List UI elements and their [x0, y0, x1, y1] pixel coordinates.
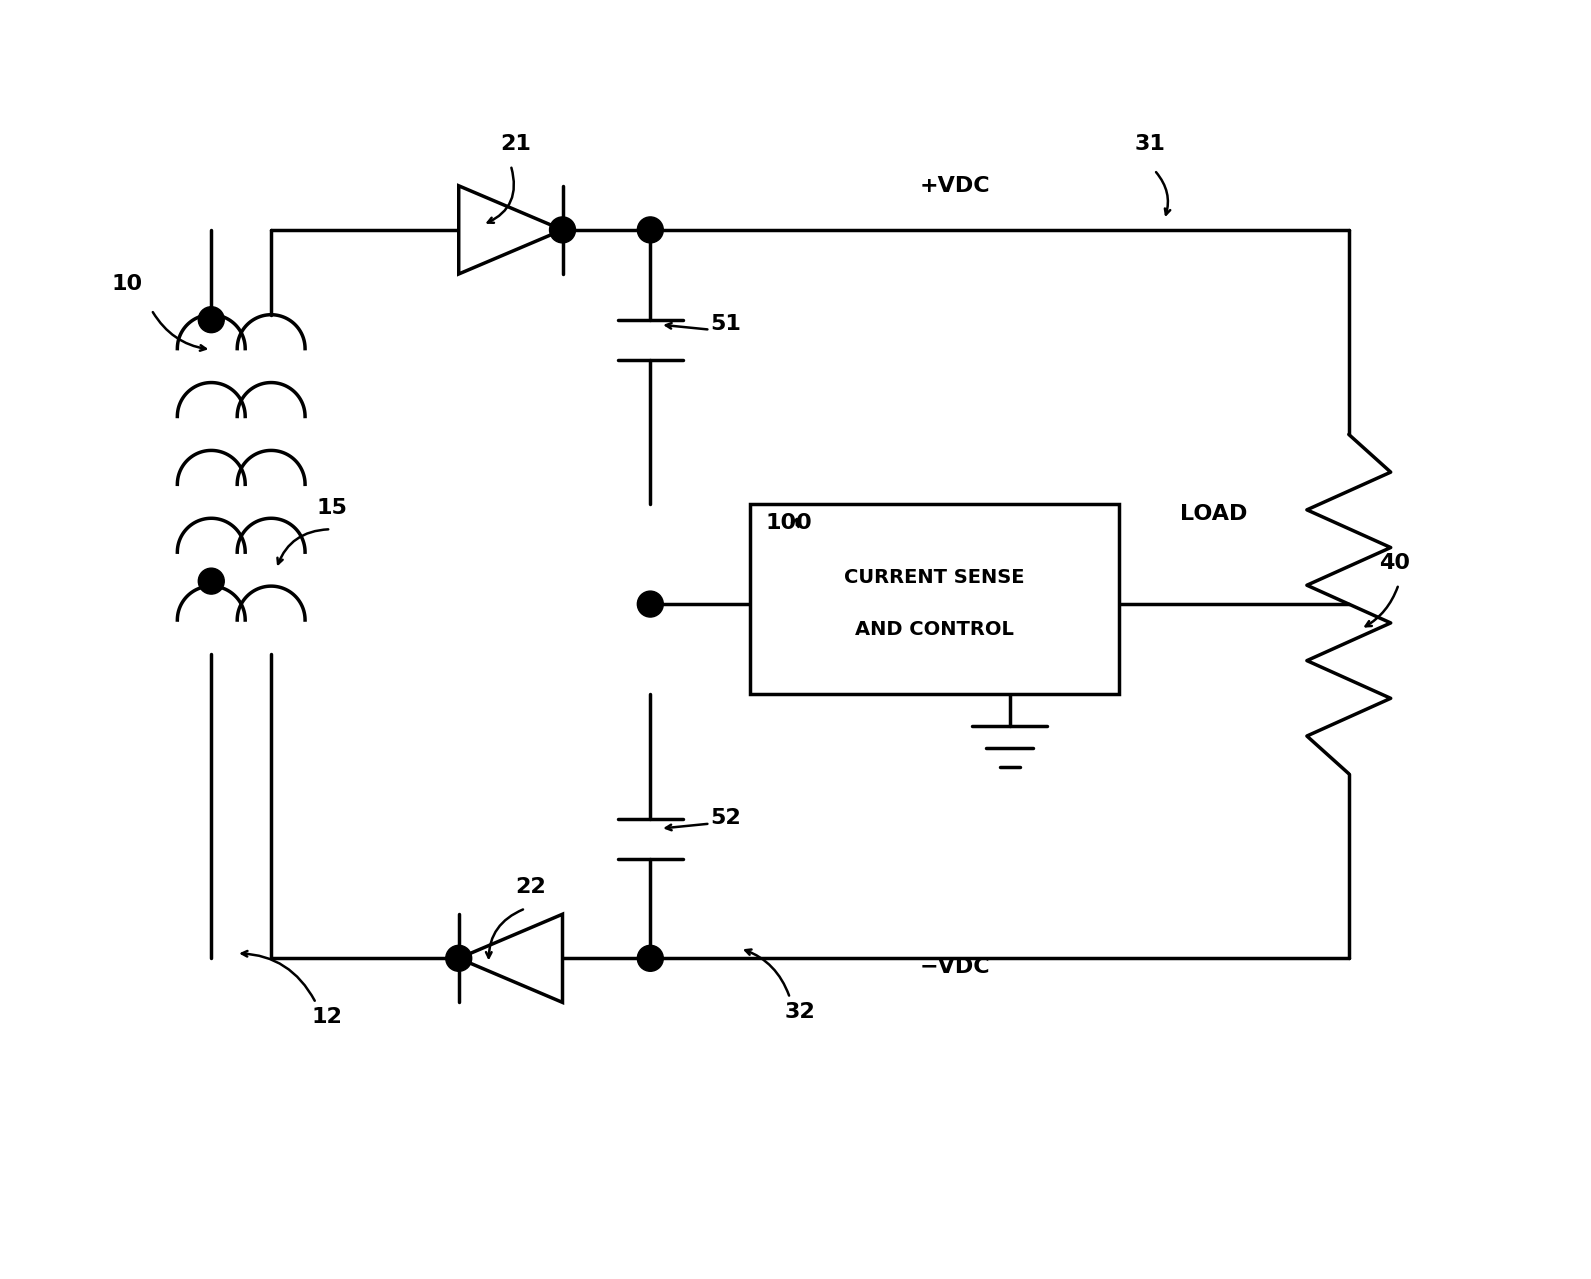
Text: 100: 100: [765, 513, 811, 533]
Circle shape: [445, 945, 471, 971]
Text: +VDC: +VDC: [920, 177, 990, 196]
Bar: [749, 504, 1120, 694]
Circle shape: [638, 945, 663, 971]
Text: −VDC: −VDC: [920, 957, 990, 977]
Text: AND CONTROL: AND CONTROL: [856, 619, 1013, 638]
Text: 21: 21: [501, 134, 531, 153]
Circle shape: [549, 217, 576, 243]
Text: 52: 52: [710, 807, 741, 828]
Circle shape: [199, 568, 224, 595]
Text: LOAD: LOAD: [1181, 504, 1247, 524]
Text: 32: 32: [784, 1003, 816, 1022]
Text: 31: 31: [1134, 134, 1165, 153]
Circle shape: [638, 217, 663, 243]
Text: 22: 22: [515, 877, 546, 898]
Text: 40: 40: [1379, 553, 1410, 573]
Polygon shape: [458, 185, 563, 274]
Text: 12: 12: [312, 1007, 342, 1027]
Text: CURRENT SENSE: CURRENT SENSE: [845, 568, 1025, 587]
Circle shape: [199, 307, 224, 333]
Circle shape: [638, 591, 663, 616]
Polygon shape: [458, 914, 563, 1003]
Text: 10: 10: [111, 274, 143, 294]
Text: 51: 51: [710, 313, 741, 334]
Text: 15: 15: [317, 499, 347, 518]
